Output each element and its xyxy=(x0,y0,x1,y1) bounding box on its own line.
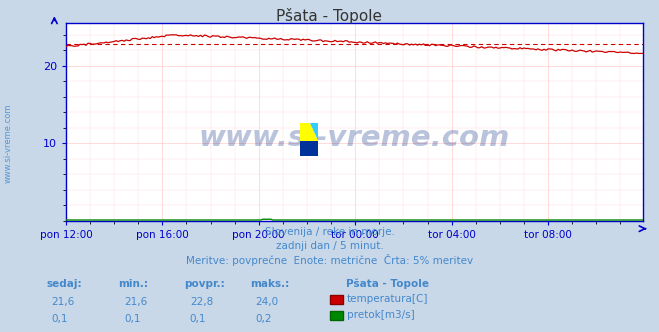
Text: povpr.:: povpr.: xyxy=(185,279,225,289)
Text: maks.:: maks.: xyxy=(250,279,290,289)
Text: min.:: min.: xyxy=(119,279,149,289)
Text: 24,0: 24,0 xyxy=(256,297,279,307)
Text: 21,6: 21,6 xyxy=(124,297,147,307)
Text: 21,6: 21,6 xyxy=(51,297,74,307)
Text: 0,1: 0,1 xyxy=(51,314,68,324)
Polygon shape xyxy=(310,123,318,141)
Text: www.si-vreme.com: www.si-vreme.com xyxy=(4,103,13,183)
Text: Pšata - Topole: Pšata - Topole xyxy=(346,279,429,290)
Polygon shape xyxy=(300,141,318,156)
Text: zadnji dan / 5 minut.: zadnji dan / 5 minut. xyxy=(275,241,384,251)
Text: 0,1: 0,1 xyxy=(124,314,140,324)
Text: temperatura[C]: temperatura[C] xyxy=(347,294,428,304)
Text: Meritve: povprečne  Enote: metrične  Črta: 5% meritev: Meritve: povprečne Enote: metrične Črta:… xyxy=(186,254,473,266)
Text: 22,8: 22,8 xyxy=(190,297,213,307)
Text: www.si-vreme.com: www.si-vreme.com xyxy=(198,124,510,152)
Text: Pšata - Topole: Pšata - Topole xyxy=(277,8,382,24)
Text: 0,2: 0,2 xyxy=(256,314,272,324)
Polygon shape xyxy=(300,123,318,141)
Text: 0,1: 0,1 xyxy=(190,314,206,324)
Text: Slovenija / reke in morje.: Slovenija / reke in morje. xyxy=(264,227,395,237)
Text: pretok[m3/s]: pretok[m3/s] xyxy=(347,310,415,320)
Text: sedaj:: sedaj: xyxy=(46,279,82,289)
